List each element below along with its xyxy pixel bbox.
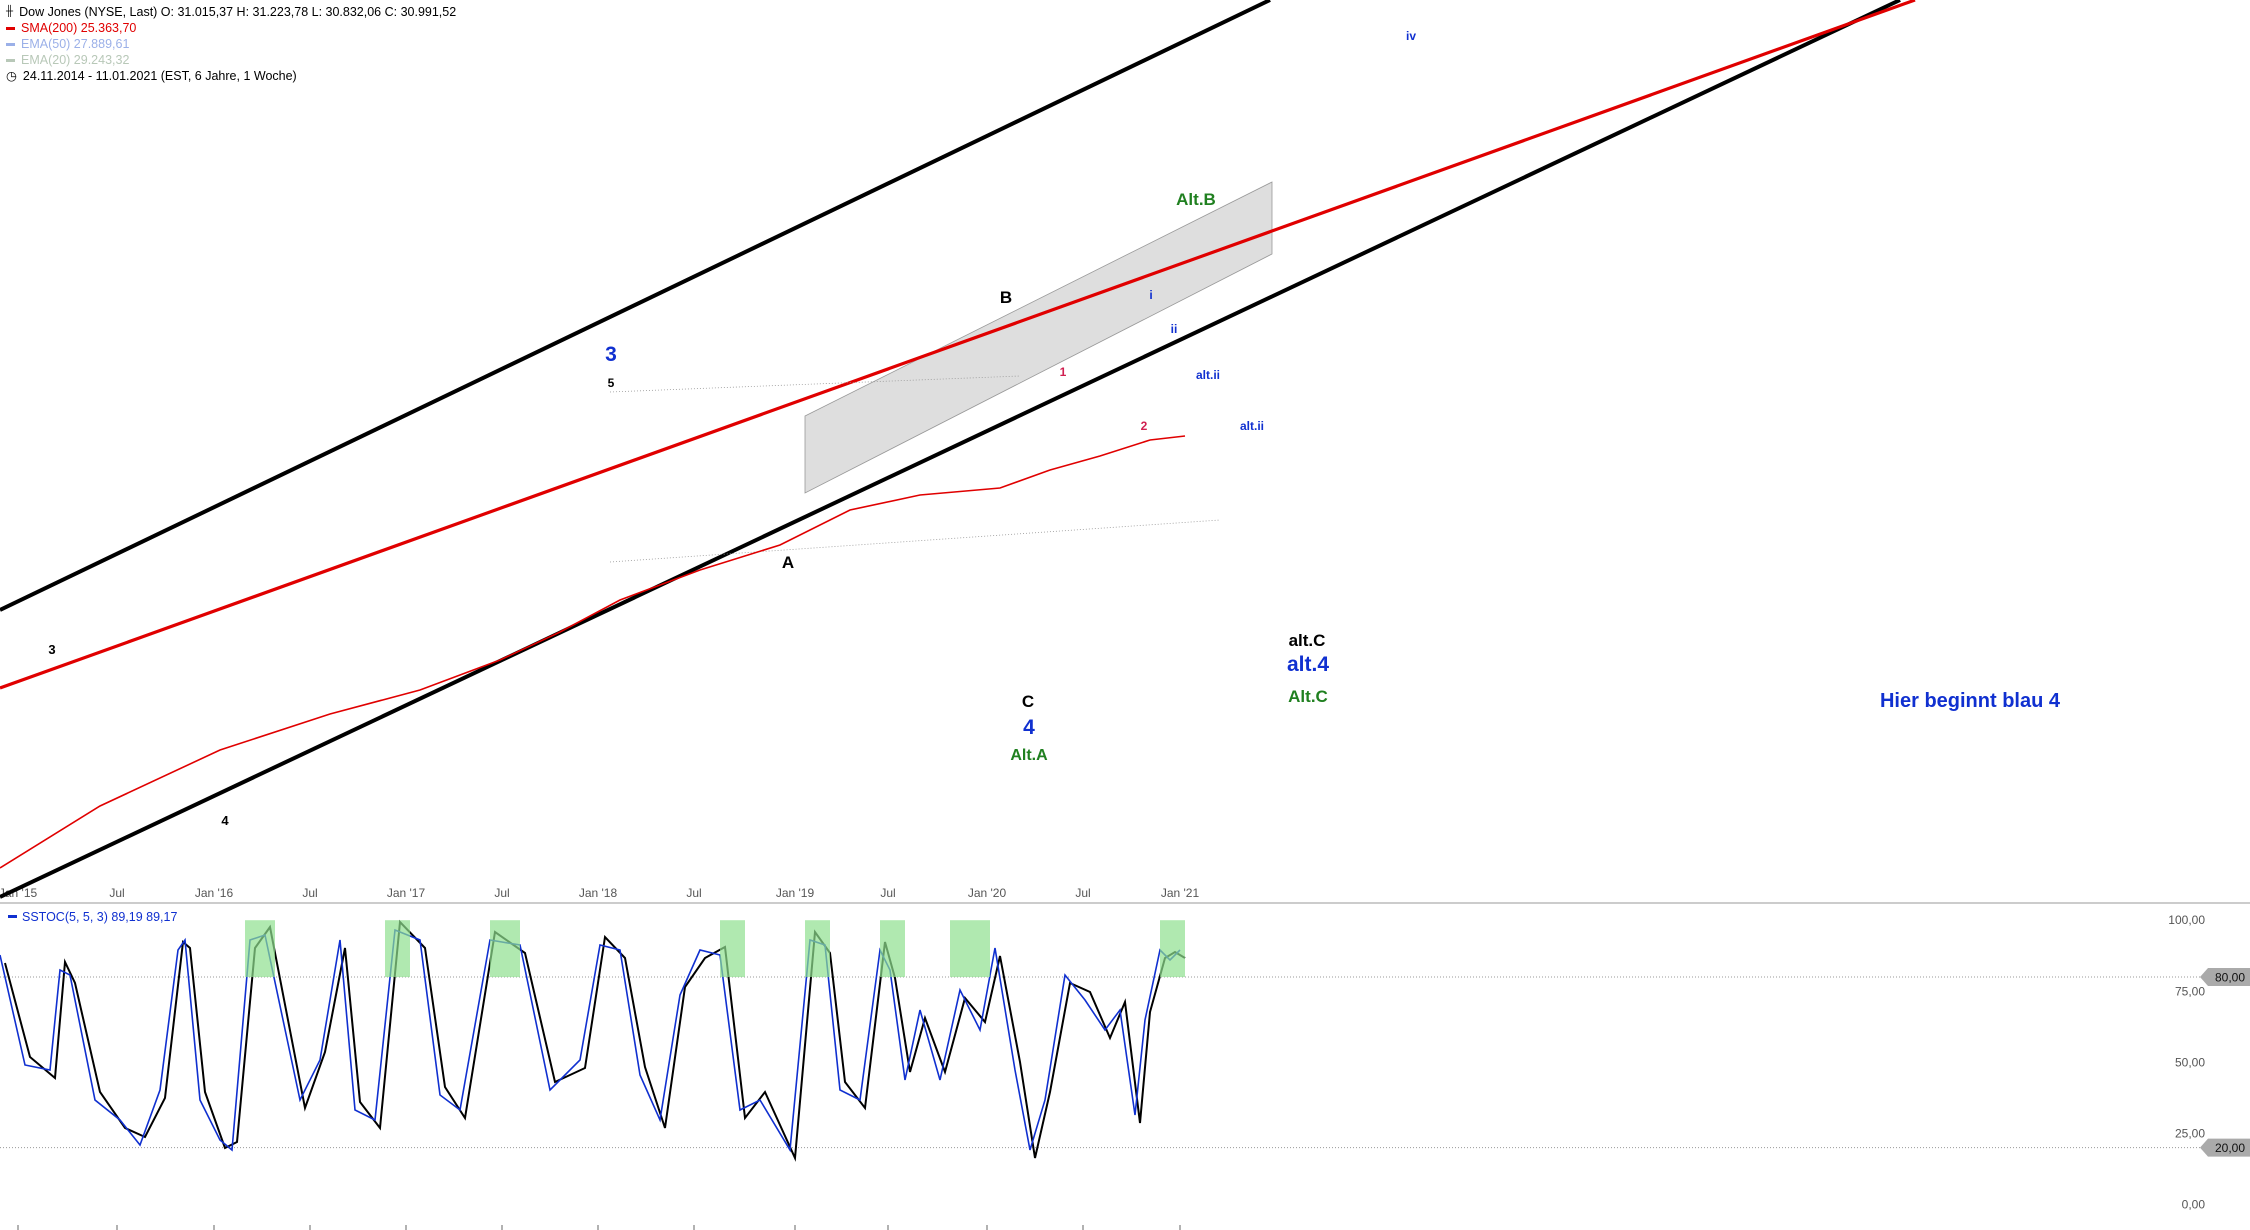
osc-y-tick-label: 75,00 xyxy=(2175,984,2205,998)
indicator-row-ema50[interactable]: EMA(50) 27.889,61 xyxy=(6,36,456,52)
wave-label: 4 xyxy=(221,813,229,828)
indicator-row-sma200[interactable]: SMA(200) 25.363,70 xyxy=(6,20,456,36)
x-tick-label: Jul xyxy=(686,886,701,900)
overbought-zone xyxy=(950,920,990,978)
indicator-row-ema20[interactable]: EMA(20) 29.243,32 xyxy=(6,52,456,68)
wave-label: Alt.C xyxy=(1288,687,1328,706)
ema20-label: EMA(20) 29.243,32 xyxy=(21,53,130,67)
overbought-zone xyxy=(1160,920,1185,978)
overbought-zone xyxy=(720,920,745,978)
sstoc-swatch xyxy=(8,915,17,918)
instrument-row: ╫ Dow Jones (NYSE, Last) O: 31.015,37 H:… xyxy=(6,4,456,20)
x-tick-label: Jul xyxy=(494,886,509,900)
x-tick-label: Jan '19 xyxy=(776,886,815,900)
overbought-zone xyxy=(245,920,275,978)
red-resistance-line xyxy=(0,0,1916,690)
wave-label: 5 xyxy=(608,376,615,390)
sma200-label: SMA(200) 25.363,70 xyxy=(21,21,137,35)
osc-y-tick-label: 100,00 xyxy=(2168,913,2205,927)
candle-icon: ╫ xyxy=(6,6,14,17)
sma200-swatch xyxy=(6,26,15,30)
clock-icon: ◷ xyxy=(6,69,17,83)
x-tick-label: Jan '15 xyxy=(0,886,37,900)
wave-label: alt.ii xyxy=(1196,368,1220,382)
wave-label: C xyxy=(1022,692,1034,711)
wave-label: iv xyxy=(1406,29,1416,43)
upper-trendline xyxy=(0,0,1271,612)
date-range: 24.11.2014 - 11.01.2021 (EST, 6 Jahre, 1… xyxy=(22,69,297,83)
overbought-zone xyxy=(880,920,905,978)
x-tick-label: Jul xyxy=(1075,886,1090,900)
wave-label: 1 xyxy=(1060,365,1067,379)
osc-badge-label: 80,00 xyxy=(2215,971,2245,985)
x-tick-label: Jan '17 xyxy=(387,886,426,900)
x-tick-label: Jan '21 xyxy=(1161,886,1200,900)
overbought-zone xyxy=(490,920,520,978)
x-tick-label: Jan '16 xyxy=(195,886,234,900)
overbought-zone xyxy=(805,920,830,978)
range-row: ◷ 24.11.2014 - 11.01.2021 (EST, 6 Jahre,… xyxy=(6,68,456,84)
chart-legend: ╫ Dow Jones (NYSE, Last) O: 31.015,37 H:… xyxy=(6,4,456,84)
wave-label: alt.C xyxy=(1289,631,1326,650)
osc-y-tick-label: 50,00 xyxy=(2175,1055,2205,1069)
sstoc-k-line xyxy=(0,928,1181,1153)
ema50-swatch xyxy=(6,42,15,46)
wave-label: ii xyxy=(1171,322,1178,336)
channel-band xyxy=(804,181,1273,494)
osc-badge-label: 20,00 xyxy=(2215,1141,2245,1155)
wave-label: 3 xyxy=(48,642,55,657)
ema50-label: EMA(50) 27.889,61 xyxy=(21,37,130,51)
wave-label: i xyxy=(1149,288,1152,302)
x-tick-label: Jul xyxy=(109,886,124,900)
x-tick-label: Jan '20 xyxy=(968,886,1007,900)
x-tick-label: Jul xyxy=(880,886,895,900)
x-tick-label: Jul xyxy=(302,886,317,900)
wave-label: 4 xyxy=(1023,716,1035,739)
wave-label: Hier beginnt blau 4 xyxy=(1880,690,2061,712)
overbought-zone xyxy=(385,920,410,978)
osc-y-tick-label: 25,00 xyxy=(2175,1126,2205,1140)
sma200-line xyxy=(0,435,1186,869)
wave-label: A xyxy=(782,553,794,572)
lower-trendline xyxy=(0,0,1901,899)
osc-badge xyxy=(2200,968,2250,987)
wave-label: alt.ii xyxy=(1240,419,1264,433)
x-tick-label: Jan '18 xyxy=(579,886,618,900)
wave-label: Alt.B xyxy=(1176,190,1216,209)
osc-y-tick-label: 0,00 xyxy=(2182,1198,2206,1212)
wave-label: Alt.A xyxy=(1010,747,1048,764)
sstoc-legend: SSTOC(5, 5, 3) 89,19 89,17 xyxy=(22,910,177,924)
thin-channel-line xyxy=(609,519,1221,563)
ema20-swatch xyxy=(6,58,15,62)
sstoc-signal-line xyxy=(4,919,1186,1162)
wave-label: alt.4 xyxy=(1287,653,1329,676)
instrument-title: Dow Jones (NYSE, Last) O: 31.015,37 H: 3… xyxy=(19,5,457,19)
wave-label: B xyxy=(1000,288,1012,307)
osc-badge xyxy=(2200,1138,2250,1157)
wave-label: 3 xyxy=(605,343,617,366)
wave-label: 2 xyxy=(1141,419,1148,433)
